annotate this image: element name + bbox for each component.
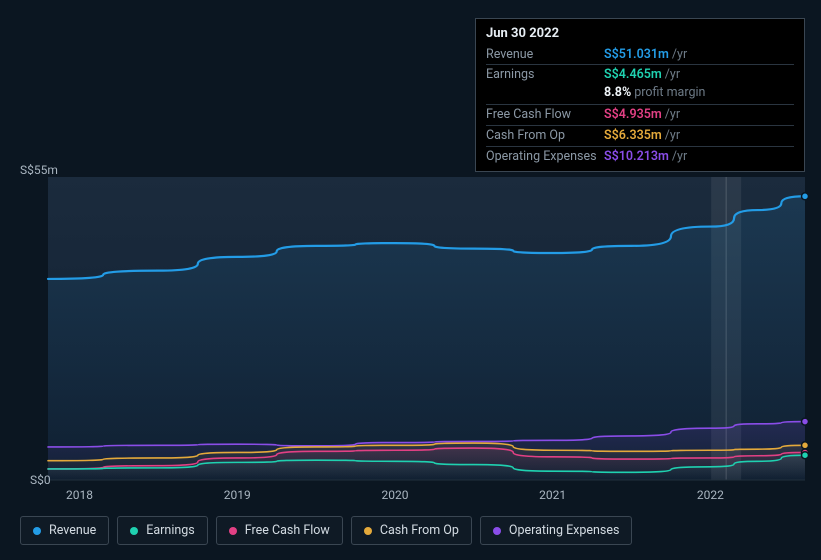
y-axis-label-max: S$55m bbox=[20, 163, 58, 177]
tooltip-value: S$4.935m bbox=[604, 107, 662, 124]
tooltip-row-profit-margin: 8.8% profit margin bbox=[486, 85, 794, 104]
tooltip-value: 8.8% bbox=[604, 85, 631, 102]
legend-dot-icon bbox=[130, 527, 138, 535]
legend-label: Operating Expenses bbox=[509, 523, 620, 538]
legend-dot-icon bbox=[493, 527, 501, 535]
legend-item-cash-from-op[interactable]: Cash From Op bbox=[351, 516, 472, 545]
y-axis-label-min: S$0 bbox=[30, 473, 51, 487]
legend-item-free-cash-flow[interactable]: Free Cash Flow bbox=[216, 516, 343, 545]
legend-item-revenue[interactable]: Revenue bbox=[20, 516, 109, 545]
tooltip-label: Cash From Op bbox=[486, 128, 604, 145]
tooltip-unit: /yr bbox=[665, 128, 680, 145]
tooltip-row-fcf: Free Cash Flow S$4.935m /yr bbox=[486, 104, 794, 125]
tooltip-row-cfo: Cash From Op S$6.335m /yr bbox=[486, 125, 794, 146]
legend-dot-icon bbox=[33, 527, 41, 535]
x-axis-tick: 2020 bbox=[381, 488, 408, 502]
legend-label: Earnings bbox=[146, 523, 194, 538]
x-axis-tick: 2019 bbox=[224, 488, 251, 502]
chart-tooltip: Jun 30 2022 Revenue S$51.031m /yr Earnin… bbox=[475, 18, 805, 172]
chart-legend: Revenue Earnings Free Cash Flow Cash From O… bbox=[20, 516, 632, 545]
x-axis-tick: 2018 bbox=[66, 488, 93, 502]
legend-item-operating-expenses[interactable]: Operating Expenses bbox=[480, 516, 633, 545]
legend-dot-icon bbox=[229, 527, 237, 535]
tooltip-unit: profit margin bbox=[634, 85, 705, 102]
tooltip-row-revenue: Revenue S$51.031m /yr bbox=[486, 45, 794, 65]
tooltip-label: Operating Expenses bbox=[486, 149, 604, 166]
tooltip-value: S$10.213m bbox=[604, 149, 669, 166]
tooltip-unit: /yr bbox=[665, 67, 680, 84]
tooltip-row-earnings: Earnings S$4.465m /yr bbox=[486, 64, 794, 85]
tooltip-value: S$6.335m bbox=[604, 128, 662, 145]
tooltip-value: S$51.031m bbox=[604, 47, 669, 64]
financials-chart: S$55m S$0 2018 2019 2020 2021 2022 Jun 30 20… bbox=[0, 0, 821, 560]
tooltip-label: Free Cash Flow bbox=[486, 107, 604, 124]
tooltip-value: S$4.465m bbox=[604, 67, 662, 84]
tooltip-unit: /yr bbox=[672, 149, 687, 166]
legend-dot-icon bbox=[364, 527, 372, 535]
tooltip-date: Jun 30 2022 bbox=[486, 25, 794, 43]
tooltip-label: Earnings bbox=[486, 67, 604, 84]
legend-label: Revenue bbox=[49, 523, 96, 538]
tooltip-label: Revenue bbox=[486, 47, 604, 64]
x-axis-tick: 2022 bbox=[697, 488, 724, 502]
tooltip-unit: /yr bbox=[665, 107, 680, 124]
legend-item-earnings[interactable]: Earnings bbox=[117, 516, 207, 545]
x-axis-tick: 2021 bbox=[539, 488, 566, 502]
tooltip-unit: /yr bbox=[672, 47, 687, 64]
legend-label: Cash From Op bbox=[380, 523, 459, 538]
tooltip-row-opex: Operating Expenses S$10.213m /yr bbox=[486, 146, 794, 167]
tooltip-label bbox=[486, 85, 604, 102]
legend-label: Free Cash Flow bbox=[245, 523, 330, 538]
